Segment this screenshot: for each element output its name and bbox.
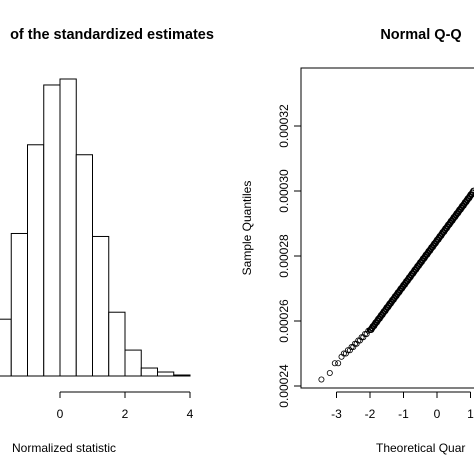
histogram-bar-3 (43, 84, 61, 377)
histogram-x-tick-label: 4 (187, 407, 194, 421)
qq-y-tick-label: 0.00028 (277, 234, 291, 278)
histogram-x-tick-label: 0 (57, 407, 64, 421)
histogram-bar-5 (75, 154, 93, 377)
histogram-bar-8 (124, 349, 142, 377)
qq-point (363, 330, 370, 337)
qq-y-tick-label: 0.00032 (277, 104, 291, 148)
qq-plot-y-axis-label: Sample Quantiles (240, 181, 254, 276)
histogram-bar-4 (59, 78, 77, 377)
histogram-bar-7 (108, 311, 126, 377)
qq-plot-x-axis: -3 -2 -1 0 1 (331, 391, 474, 421)
qq-plot-points (318, 187, 474, 383)
qq-x-tick-label: -1 (398, 407, 409, 421)
histogram-bar-1 (10, 232, 28, 377)
qq-point (346, 347, 353, 354)
histogram-bar-0 (0, 318, 12, 377)
qq-point (331, 360, 338, 367)
qq-point (335, 360, 342, 367)
qq-point (344, 347, 351, 354)
qq-y-tick-label: 0.00024 (277, 364, 291, 408)
qq-y-tick-label: 0.00030 (277, 169, 291, 213)
qq-x-tick-label: -3 (331, 407, 342, 421)
qq-plot-x-axis-label: Theoretical Quar (376, 441, 465, 455)
qq-point (355, 337, 362, 344)
qq-point (348, 343, 355, 350)
qq-plot-panel: Normal Q-Q 0.000240.000260.000280.000300… (240, 27, 474, 455)
qq-plot-y-axis: 0.00024 0.00026 0.00028 0.00030 0.00032 (277, 104, 302, 408)
qq-point (353, 340, 360, 347)
qq-point (356, 337, 363, 344)
qq-x-tick-label: 0 (434, 407, 441, 421)
histogram-bar-6 (92, 235, 110, 377)
qq-point (361, 330, 368, 337)
qq-plot-title: Normal Q-Q (380, 27, 461, 43)
histogram-bar-11 (173, 374, 191, 377)
qq-point (318, 376, 325, 383)
qq-x-tick-label: -2 (365, 407, 376, 421)
histogram-bar-9 (140, 367, 158, 377)
histogram-x-axis-label: Normalized statistic (12, 441, 116, 455)
histogram-bar-10 (157, 371, 175, 377)
qq-point (470, 189, 474, 196)
qq-point (360, 334, 367, 341)
qq-y-tick-label: 0.00026 (277, 299, 291, 343)
histogram-x-tick-label: 2 (122, 407, 129, 421)
qq-point (358, 334, 365, 341)
histogram-bars (0, 78, 191, 377)
qq-point (326, 369, 333, 376)
qq-point (342, 350, 349, 357)
histogram-x-axis: 0 2 4 (57, 391, 194, 421)
qq-point (340, 350, 347, 357)
qq-point (469, 191, 474, 198)
histogram-panel: of the standardized estimates 0 2 4 Normal… (0, 27, 214, 455)
histogram-bar-2 (27, 144, 45, 377)
histogram-title: of the standardized estimates (10, 27, 214, 43)
qq-x-tick-label: 1 (467, 407, 474, 421)
qq-point (351, 340, 358, 347)
qq-point (350, 343, 357, 350)
